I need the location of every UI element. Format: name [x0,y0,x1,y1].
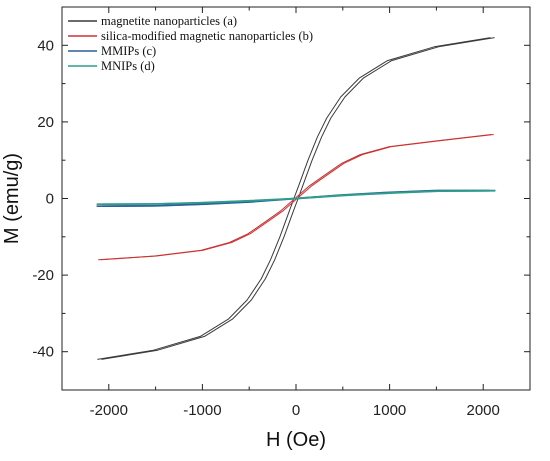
plot-area [61,6,531,391]
x-tick-label: 1000 [373,402,406,419]
legend-label: MMIPs (c) [101,44,156,58]
tick-marks [61,6,531,391]
legend-label: silica-modified magnetic nanoparticles (… [101,29,313,43]
legend-label: magnetite nanoparticles (a) [101,14,237,28]
y-tick-label: -20 [32,267,54,284]
y-axis-title: M (emu/g) [1,153,23,244]
x-axis-title: H (Oe) [266,429,326,451]
y-tick-label: -40 [32,344,54,361]
x-tick-label: -1000 [183,402,221,419]
y-tick-label: 40 [37,37,54,54]
y-tick-label: 20 [37,114,54,131]
legend: magnetite nanoparticles (a)silica-modifi… [68,14,313,73]
x-tick-label: -2000 [90,402,128,419]
legend-label: MNIPs (d) [101,59,155,73]
y-tick-labels: -40 -20 0 20 40 [32,37,54,360]
curves [96,37,496,360]
series-4-branch-descending [102,190,496,205]
x-tick-label: 0 [292,402,300,419]
x-tick-label: 2000 [467,402,500,419]
x-tick-labels: -2000 -1000 0 1000 2000 [90,402,500,419]
y-tick-label: 0 [46,191,54,208]
